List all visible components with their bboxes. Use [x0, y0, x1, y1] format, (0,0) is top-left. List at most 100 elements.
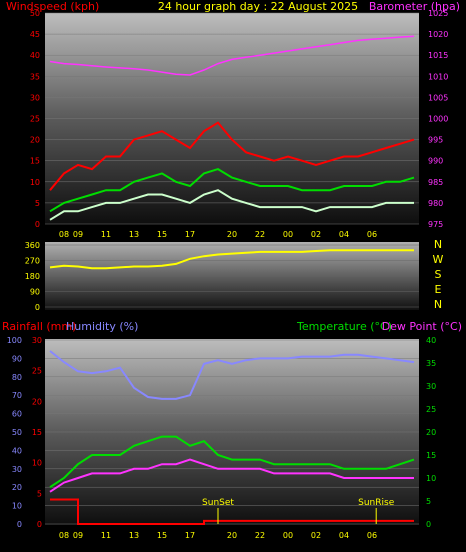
humidity-tick-label: 80 [12, 373, 22, 382]
x-tick-label: 17 [185, 230, 195, 239]
x-tick-label: 22 [255, 531, 265, 540]
x-tick-label: 20 [227, 531, 237, 540]
humidity-tick-label: 30 [12, 465, 22, 474]
humidity-tick-label: 20 [12, 483, 22, 492]
humidity-axis-label: Humidity (%) [66, 320, 138, 333]
barometer-axis-label: Barometer (hpa) [369, 0, 460, 13]
barometer-tick-label: 980 [428, 199, 443, 208]
compass-letter: W [433, 253, 444, 266]
temperature-tick-label: 25 [426, 405, 436, 414]
x-tick-label: 20 [227, 230, 237, 239]
rain-tick-label: 5 [37, 489, 42, 498]
wind-tick-label: 0 [35, 220, 40, 229]
barometer-tick-label: 1015 [428, 51, 448, 60]
rain-tick-label: 0 [37, 520, 42, 529]
direction-tick-label: 180 [25, 272, 40, 281]
x-tick-label: 09 [73, 531, 83, 540]
rain-tick-label: 20 [32, 397, 42, 406]
temperature-tick-label: 15 [426, 451, 436, 460]
rain-tick-label: 30 [32, 336, 42, 345]
humidity-tick-label: 90 [12, 354, 22, 363]
series-line-barometer [49, 35, 415, 76]
x-tick-label: 08 [59, 531, 69, 540]
rain-tick-label: 15 [32, 428, 42, 437]
humidity-tick-label: 60 [12, 410, 22, 419]
wind-tick-label: 15 [30, 157, 40, 166]
series-line-lull [49, 189, 414, 221]
x-tick-label: 09 [73, 230, 83, 239]
humidity-tick-label: 100 [7, 336, 22, 345]
wind-tick-label: 5 [35, 199, 40, 208]
barometer-tick-label: 1010 [428, 72, 448, 81]
wind-tick-label: 25 [30, 115, 40, 124]
wind-tick-label: 50 [30, 9, 40, 18]
wind-axis-label: Windspeed (kph) [6, 0, 99, 13]
x-tick-label: 04 [339, 531, 349, 540]
series-line-dewpoint [49, 458, 414, 493]
annotation-label: SunSet [202, 498, 234, 508]
barometer-tick-label: 975 [428, 220, 443, 229]
compass-letter: N [434, 238, 442, 251]
humidity-tick-label: 40 [12, 446, 22, 455]
x-tick-label: 13 [129, 531, 139, 540]
rain-tick-label: 10 [32, 459, 42, 468]
wind-tick-label: 20 [30, 136, 40, 145]
rainfall-axis-label: Rainfall (mm) [2, 320, 76, 333]
wind-tick-label: 45 [30, 30, 40, 39]
direction-tick-label: 0 [35, 303, 40, 312]
compass-letter: N [434, 298, 442, 311]
humidity-tick-label: 0 [17, 520, 22, 529]
wind-tick-label: 30 [30, 93, 40, 102]
x-tick-label: 08 [59, 230, 69, 239]
barometer-tick-label: 1025 [428, 9, 448, 18]
x-tick-label: 15 [157, 531, 167, 540]
dewpoint-axis-label: Dew Point (°C) [382, 320, 462, 333]
temperature-tick-label: 10 [426, 474, 436, 483]
x-tick-label: 02 [311, 230, 321, 239]
barometer-tick-label: 1020 [428, 30, 448, 39]
series-line-direction [49, 249, 414, 270]
x-tick-label: 22 [255, 230, 265, 239]
wind-tick-label: 35 [30, 72, 40, 81]
barometer-tick-label: 1000 [428, 115, 448, 124]
x-tick-label: 15 [157, 230, 167, 239]
x-tick-label: 11 [101, 531, 111, 540]
direction-tick-label: 270 [25, 257, 40, 266]
rain-tick-label: 25 [32, 367, 42, 376]
series-line-temperature [49, 435, 415, 489]
wind-tick-label: 40 [30, 51, 40, 60]
direction-tick-label: 90 [30, 288, 40, 297]
temperature-tick-label: 35 [426, 359, 436, 368]
x-tick-label: 06 [367, 531, 377, 540]
series-line-humidity [49, 350, 415, 400]
series-line-average [49, 168, 415, 213]
compass-letter: S [435, 268, 442, 281]
temperature-tick-label: 0 [426, 520, 431, 529]
series-line-gust [49, 121, 415, 191]
temperature-tick-label: 20 [426, 428, 436, 437]
chart-title: 24 hour graph day : 22 August 2025 [158, 0, 358, 13]
humidity-tick-label: 70 [12, 391, 22, 400]
x-tick-label: 02 [311, 531, 321, 540]
barometer-tick-label: 990 [428, 157, 443, 166]
direction-tick-label: 360 [25, 241, 40, 250]
compass-letter: E [435, 283, 442, 296]
x-tick-label: 17 [185, 531, 195, 540]
x-tick-label: 00 [283, 531, 293, 540]
humidity-tick-label: 10 [12, 502, 22, 511]
temperature-axis-label: Temperature (°C) [296, 320, 392, 333]
humidity-tick-label: 50 [12, 428, 22, 437]
temperature-tick-label: 30 [426, 382, 436, 391]
x-tick-label: 00 [283, 230, 293, 239]
temperature-tick-label: 40 [426, 336, 436, 345]
x-tick-label: 11 [101, 230, 111, 239]
x-tick-label: 06 [367, 230, 377, 239]
barometer-tick-label: 1005 [428, 93, 448, 102]
barometer-tick-label: 985 [428, 178, 443, 187]
x-tick-label: 13 [129, 230, 139, 239]
wind-tick-label: 10 [30, 178, 40, 187]
temperature-tick-label: 5 [426, 497, 431, 506]
barometer-tick-label: 995 [428, 136, 443, 145]
annotation-label: SunRise [358, 498, 395, 508]
